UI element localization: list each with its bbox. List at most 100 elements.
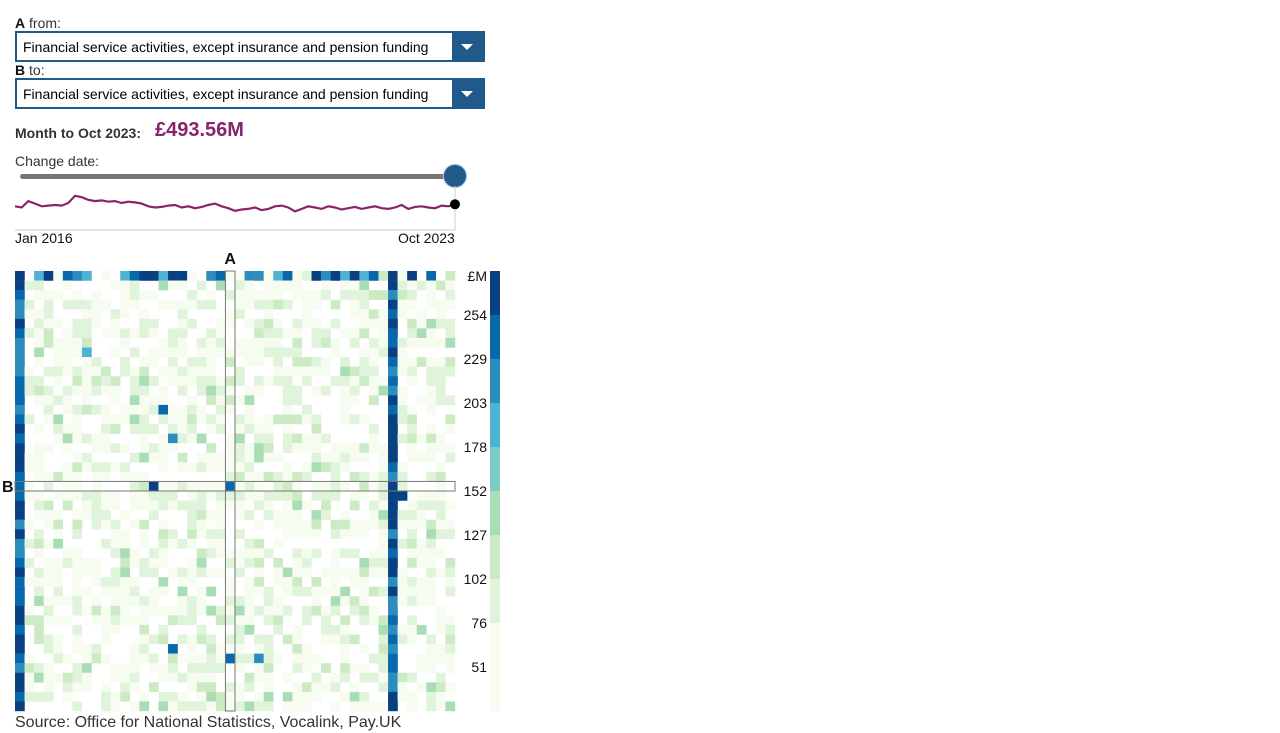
heatmap-cell[interactable] [187, 395, 197, 406]
heatmap-cell[interactable] [407, 337, 417, 348]
heatmap-cell[interactable] [225, 577, 236, 587]
heatmap-cell[interactable] [321, 615, 331, 626]
heatmap-cell[interactable] [435, 519, 446, 530]
heatmap-cell[interactable] [254, 452, 264, 463]
heatmap-cell[interactable] [24, 366, 35, 377]
heatmap-cell[interactable] [388, 299, 398, 310]
heatmap-cell[interactable] [301, 500, 312, 511]
heatmap-cell[interactable] [407, 577, 417, 587]
heatmap-cell[interactable] [388, 644, 398, 654]
heatmap-cell[interactable] [445, 290, 456, 300]
heatmap-cell[interactable] [301, 366, 312, 377]
heatmap-cell[interactable] [120, 471, 130, 482]
heatmap-cell[interactable] [321, 366, 331, 377]
heatmap-cell[interactable] [349, 385, 360, 396]
heatmap-cell[interactable] [311, 510, 322, 520]
heatmap-cell[interactable] [72, 644, 83, 654]
heatmap-cell[interactable] [368, 500, 379, 511]
heatmap-cell[interactable] [72, 290, 83, 300]
heatmap-cell[interactable] [445, 452, 456, 463]
heatmap-cell[interactable] [235, 481, 245, 492]
heatmap-cell[interactable] [378, 491, 389, 501]
heatmap-cell[interactable] [311, 672, 322, 683]
heatmap-cell[interactable] [139, 328, 150, 339]
heatmap-cell[interactable] [24, 462, 35, 473]
heatmap-cell[interactable] [120, 567, 130, 578]
heatmap-cell[interactable] [148, 318, 159, 329]
heatmap-cell[interactable] [62, 491, 73, 501]
heatmap-cell[interactable] [426, 299, 437, 310]
heatmap-cell[interactable] [244, 404, 255, 415]
heatmap-cell[interactable] [139, 557, 150, 568]
heatmap-cell[interactable] [254, 586, 264, 597]
heatmap-cell[interactable] [301, 663, 312, 673]
heatmap-cell[interactable] [101, 586, 111, 597]
heatmap-cell[interactable] [225, 586, 236, 597]
heatmap-cell[interactable] [244, 452, 255, 463]
heatmap-cell[interactable] [225, 404, 236, 415]
heatmap-cell[interactable] [168, 605, 178, 616]
heatmap-cell[interactable] [263, 510, 274, 520]
heatmap-cell[interactable] [215, 280, 226, 291]
heatmap-cell[interactable] [311, 682, 322, 693]
heatmap-cell[interactable] [330, 634, 341, 645]
heatmap-cell[interactable] [426, 682, 437, 693]
heatmap-cell[interactable] [378, 452, 389, 463]
heatmap-cell[interactable] [177, 634, 188, 645]
heatmap-cell[interactable] [254, 500, 264, 511]
heatmap-cell[interactable] [321, 290, 331, 300]
heatmap-cell[interactable] [91, 357, 102, 367]
heatmap-cell[interactable] [24, 605, 35, 616]
heatmap-cell[interactable] [91, 443, 102, 453]
heatmap-cell[interactable] [129, 644, 140, 654]
heatmap-cell[interactable] [43, 615, 54, 626]
heatmap-cell[interactable] [244, 395, 255, 406]
heatmap-cell[interactable] [177, 577, 188, 587]
heatmap-cell[interactable] [426, 376, 437, 386]
heatmap-cell[interactable] [388, 538, 398, 549]
heatmap-cell[interactable] [378, 701, 389, 712]
heatmap-cell[interactable] [187, 318, 197, 329]
heatmap-cell[interactable] [359, 299, 370, 310]
heatmap-cell[interactable] [72, 605, 83, 616]
heatmap-cell[interactable] [15, 404, 25, 415]
heatmap-cell[interactable] [340, 366, 350, 377]
heatmap-cell[interactable] [206, 538, 217, 549]
heatmap-cell[interactable] [139, 596, 150, 606]
heatmap-cell[interactable] [139, 567, 150, 578]
heatmap-cell[interactable] [435, 701, 446, 712]
heatmap-cell[interactable] [311, 443, 322, 453]
heatmap-cell[interactable] [378, 510, 389, 520]
heatmap-cell[interactable] [311, 605, 322, 616]
heatmap-cell[interactable] [254, 424, 264, 434]
heatmap-cell[interactable] [301, 414, 312, 425]
heatmap-cell[interactable] [168, 529, 178, 540]
heatmap-cell[interactable] [407, 452, 417, 463]
heatmap-cell[interactable] [263, 471, 274, 482]
heatmap-cell[interactable] [388, 290, 398, 300]
heatmap-cell[interactable] [340, 615, 350, 626]
heatmap-cell[interactable] [187, 404, 197, 415]
heatmap-cell[interactable] [359, 280, 370, 291]
heatmap-cell[interactable] [292, 328, 303, 339]
heatmap-cell[interactable] [148, 500, 159, 511]
heatmap-cell[interactable] [273, 481, 284, 492]
heatmap-cell[interactable] [292, 347, 303, 358]
heatmap-cell[interactable] [426, 557, 437, 568]
heatmap-cell[interactable] [139, 414, 150, 425]
heatmap-cell[interactable] [435, 433, 446, 444]
heatmap-cell[interactable] [62, 404, 73, 415]
heatmap-cell[interactable] [282, 443, 293, 453]
heatmap-cell[interactable] [340, 280, 350, 291]
heatmap-cell[interactable] [34, 586, 44, 597]
heatmap-cell[interactable] [120, 510, 130, 520]
heatmap-cell[interactable] [53, 271, 64, 281]
heatmap-cell[interactable] [177, 653, 188, 664]
heatmap-cell[interactable] [215, 347, 226, 358]
heatmap-cell[interactable] [15, 644, 25, 654]
heatmap-cell[interactable] [101, 376, 111, 386]
heatmap-cell[interactable] [397, 280, 408, 291]
heatmap-cell[interactable] [321, 491, 331, 501]
heatmap-cell[interactable] [397, 404, 408, 415]
heatmap-cell[interactable] [263, 586, 274, 597]
